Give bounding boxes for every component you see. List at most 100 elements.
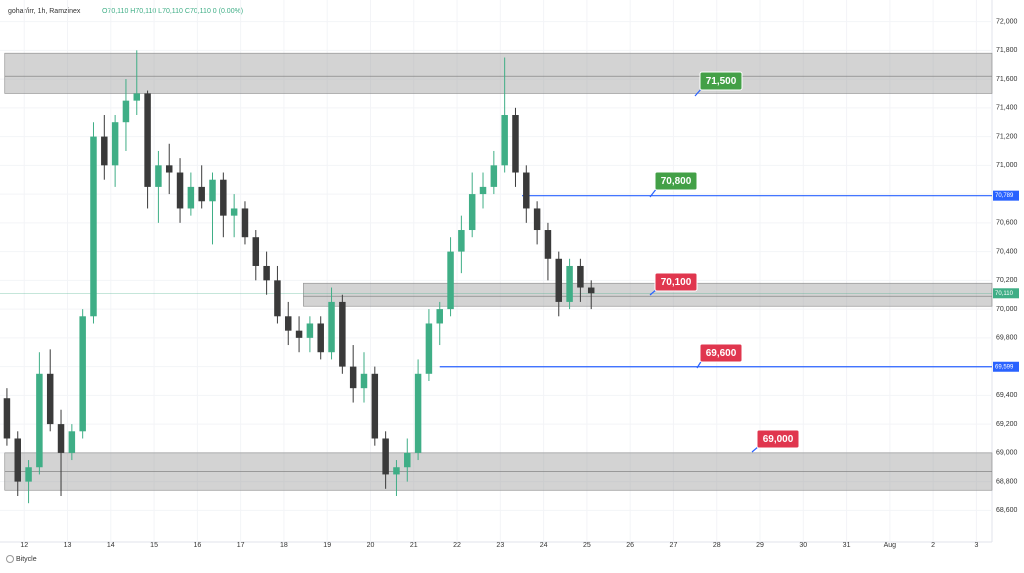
candle-body: [133, 93, 141, 101]
candle-body: [533, 208, 541, 231]
x-tick-label: 27: [670, 542, 678, 549]
candle-body: [252, 237, 260, 266]
candle-body: [220, 179, 227, 216]
candle-body: [317, 323, 324, 353]
candle-body: [404, 452, 411, 468]
candle-body: [490, 165, 498, 187]
callout-box: [756, 429, 800, 449]
candle-body: [68, 431, 76, 453]
candle-body: [36, 373, 43, 468]
price-tag: [993, 361, 1019, 372]
x-tick-label: 14: [107, 542, 115, 549]
chart-title: gohar/irr, 1h, Ramzinex: [8, 8, 81, 15]
candle-body: [90, 136, 97, 317]
candle-body: [306, 323, 314, 338]
candle-body: [555, 258, 563, 302]
candle-body: [371, 373, 379, 439]
y-tick-label: 70,600: [996, 220, 1018, 227]
y-tick-label: 70,200: [996, 277, 1018, 284]
candle-body: [479, 186, 487, 195]
zone: [4, 52, 993, 94]
y-tick-label: 68,600: [996, 507, 1018, 514]
candle-body: [339, 301, 346, 367]
x-tick-label: 13: [64, 542, 72, 549]
x-tick-label: 3: [974, 542, 978, 549]
callout-box: [654, 272, 698, 292]
y-tick-label: 71,400: [996, 105, 1018, 112]
candle-body: [328, 301, 335, 353]
candle-body: [25, 467, 32, 482]
x-tick-label: 12: [20, 542, 28, 549]
x-tick-label: 18: [280, 542, 288, 549]
candle-body: [577, 265, 584, 288]
price-tag-label: 70,789: [995, 193, 1014, 199]
candle-body: [241, 208, 249, 238]
price-tag-label: 70,110: [995, 291, 1014, 297]
footer-brand: Bitycle: [16, 556, 37, 563]
x-tick-label: 25: [583, 542, 591, 549]
y-tick-label: 69,000: [996, 450, 1018, 457]
x-tick-label: 17: [237, 542, 245, 549]
x-tick-label: 21: [410, 542, 418, 549]
candle-body: [111, 122, 119, 166]
candle-body: [57, 424, 65, 453]
candle-body: [544, 230, 552, 259]
candle-body: [587, 287, 595, 294]
callout-box: [654, 171, 698, 191]
candle-body: [176, 172, 184, 209]
candle-body: [523, 172, 530, 209]
x-tick-label: 16: [193, 542, 201, 549]
price-tag: [993, 288, 1019, 299]
candle-body: [79, 316, 86, 432]
y-tick-label: 69,400: [996, 392, 1018, 399]
candle-body: [155, 165, 162, 187]
x-tick-label: 20: [367, 542, 375, 549]
x-tick-label: 29: [756, 542, 764, 549]
candle-body: [285, 316, 292, 331]
candle-body: [14, 438, 21, 482]
candle-body: [101, 136, 108, 166]
candle-body: [3, 398, 11, 439]
candle-body: [46, 373, 54, 425]
candle-body: [349, 366, 357, 389]
x-tick-label: 23: [496, 542, 504, 549]
y-tick-label: 69,200: [996, 421, 1018, 428]
candle-body: [382, 438, 389, 475]
y-tick-label: 70,400: [996, 248, 1018, 255]
x-tick-label: 24: [540, 542, 548, 549]
candle-body: [295, 330, 303, 338]
candle-body: [187, 186, 195, 209]
x-tick-label: 31: [843, 542, 851, 549]
x-tick-label: 2: [931, 542, 935, 549]
candle-body: [360, 373, 368, 389]
y-tick-label: 69,800: [996, 335, 1018, 342]
candle-body: [512, 115, 519, 173]
callout-box: [699, 343, 743, 363]
price-tag-label: 69,599: [995, 364, 1014, 370]
x-tick-label: 15: [150, 542, 158, 549]
x-tick-label: 26: [626, 542, 634, 549]
candle-body: [263, 265, 270, 281]
candle-body: [468, 194, 476, 231]
candle-body: [447, 251, 454, 310]
candle-body: [144, 93, 151, 187]
candle-body: [274, 280, 281, 317]
callout-label: 70,800: [661, 176, 692, 187]
y-tick-label: 71,200: [996, 133, 1018, 140]
y-tick-label: 71,600: [996, 76, 1018, 83]
x-tick-label: Aug: [884, 542, 897, 549]
callout-label: 71,500: [706, 76, 737, 87]
y-tick-label: 68,800: [996, 478, 1018, 485]
candle-body: [393, 467, 400, 475]
ohlc-readout: O70,110 H70,110 L70,110 C70,110 0 (0.00%…: [102, 8, 243, 15]
candle-body: [414, 373, 422, 453]
candle-body: [501, 115, 508, 166]
candle-body: [425, 323, 433, 374]
y-tick-label: 70,000: [996, 306, 1018, 313]
brand-icon: [6, 555, 14, 563]
candle-body: [566, 265, 573, 302]
y-tick-label: 71,000: [996, 162, 1018, 169]
